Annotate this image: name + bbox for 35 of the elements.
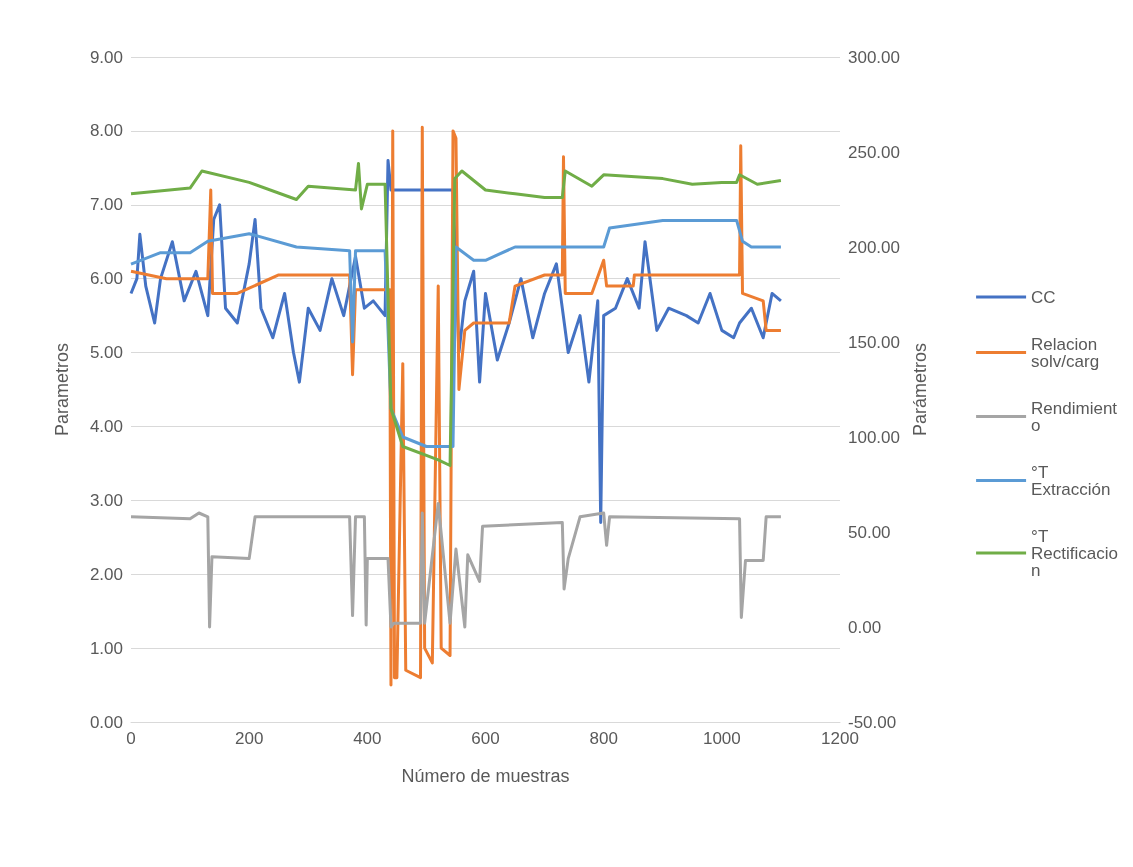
y2-tick-label: 150.00 <box>848 332 900 352</box>
y2-axis-title: Parámetros <box>909 342 930 437</box>
x-axis-title: Número de muestras <box>401 766 570 786</box>
legend-label: Rendimiento <box>1031 398 1118 435</box>
y-tick-label: 1.00 <box>89 638 123 658</box>
line-series <box>129 161 783 467</box>
y-tick-label: 7.00 <box>89 195 123 215</box>
y-tick-label: 2.00 <box>89 564 123 584</box>
legend-label: CC <box>1031 287 1056 307</box>
x-tick-label: 1000 <box>702 729 741 748</box>
y-tick-label: 5.00 <box>89 343 123 363</box>
y2-tick-label: 200.00 <box>848 237 900 257</box>
y2-tick-label: 250.00 <box>848 142 900 162</box>
x-tick-label: 200 <box>234 729 264 748</box>
line-series <box>129 502 783 629</box>
y2-tick-label: -50.00 <box>848 712 897 732</box>
legend-label: °T Extracción <box>1031 462 1111 499</box>
x-tick-label: 1200 <box>821 729 859 748</box>
y-tick-label: 0.00 <box>89 712 123 732</box>
x-tick-label: 400 <box>353 729 382 748</box>
legend-label: Relacion solv/carg <box>1031 334 1102 371</box>
y-tick-label: 3.00 <box>89 490 123 510</box>
y-tick-label: 9.00 <box>89 47 123 67</box>
x-tick-label: 800 <box>589 729 618 748</box>
legend-label: °T Rectificacion <box>1031 526 1118 580</box>
x-tick-label: 600 <box>471 729 500 748</box>
y2-tick-label: 300.00 <box>848 47 900 67</box>
y2-tick-label: 0.00 <box>848 617 882 637</box>
x-tick-label: 0 <box>126 729 136 748</box>
y2-tick-label: 50.00 <box>848 522 891 542</box>
y-tick-label: 8.00 <box>89 121 123 141</box>
y-tick-label: 6.00 <box>89 269 123 289</box>
y-tick-label: 4.00 <box>89 416 123 436</box>
y-axis-title: Parametros <box>52 342 72 437</box>
y2-tick-label: 100.00 <box>848 427 900 447</box>
